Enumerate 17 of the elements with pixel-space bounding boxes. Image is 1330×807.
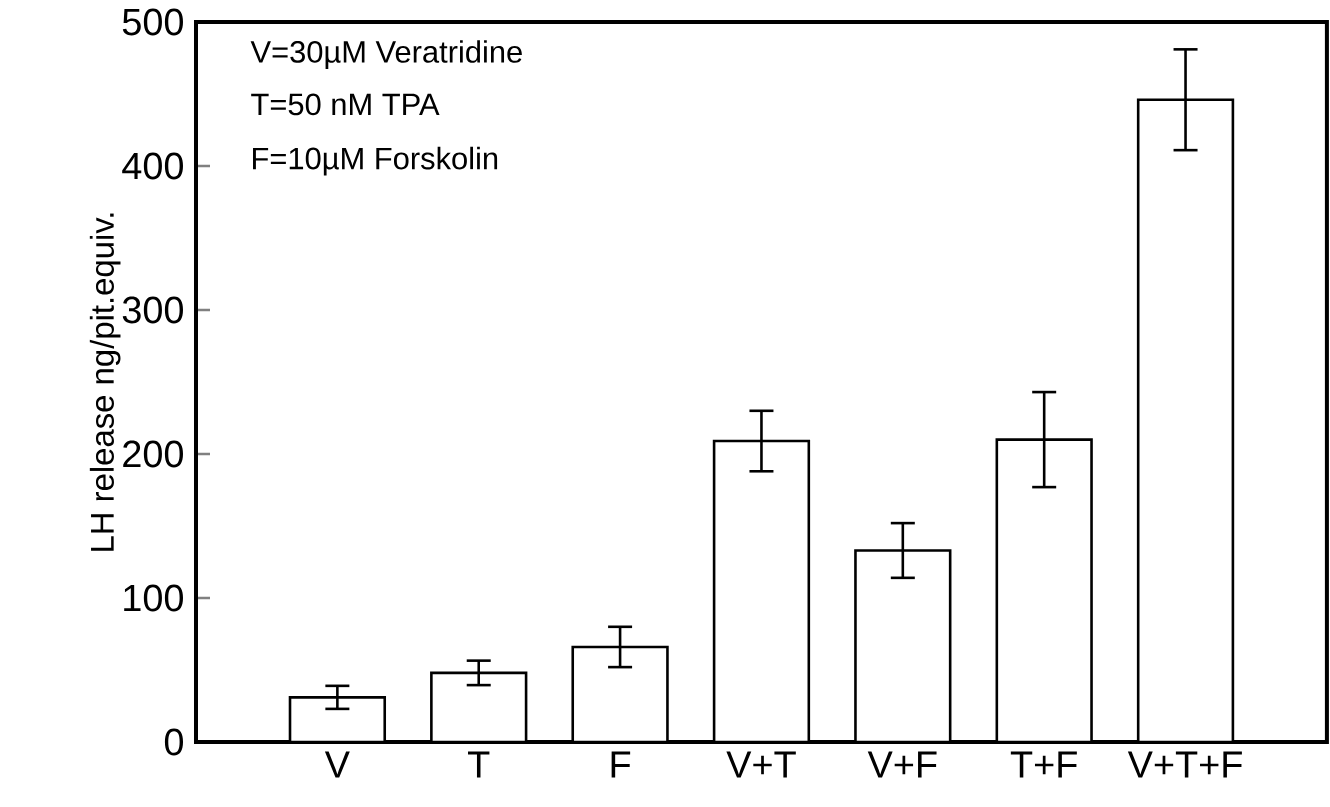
x-tick-label: V+T+F	[1127, 751, 1242, 778]
y-tick-label: 200	[123, 440, 183, 468]
y-axis-title: LH release ng/pit.equiv.	[89, 213, 121, 551]
x-tick-label: F	[611, 751, 631, 778]
annotation: T=50 nM TPA	[251, 93, 440, 116]
y-tick-label: 0	[164, 728, 183, 756]
y-tick-label: 300	[122, 296, 183, 324]
y-tick-label: 100	[124, 584, 183, 612]
x-tick-label: T	[468, 751, 490, 778]
annotation: V=30µM Veratridine	[250, 40, 522, 69]
y-tick-label: 400	[122, 152, 183, 180]
x-tick-label: T+F	[1010, 751, 1077, 778]
y-tick-label: 500	[122, 8, 183, 36]
x-tick-label: V+F	[867, 751, 937, 778]
x-tick-label: V	[324, 751, 350, 778]
annotation: F=10µM Forskolin	[253, 146, 498, 176]
x-tick-label: V+T	[726, 751, 796, 778]
